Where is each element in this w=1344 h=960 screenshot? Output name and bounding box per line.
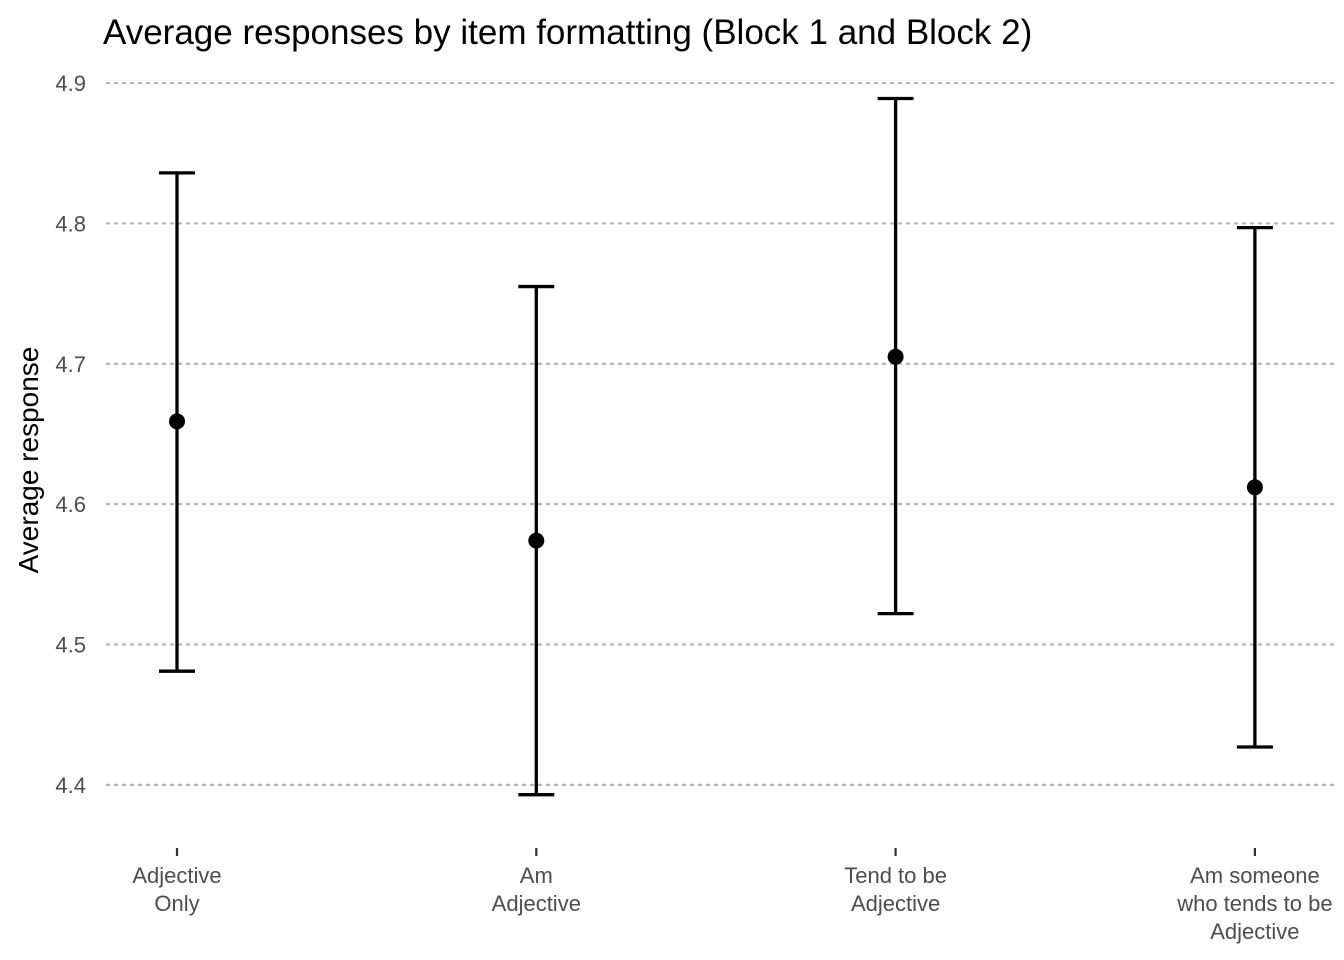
y-tick-label: 4.9 — [55, 71, 86, 96]
x-tick-labels: Adjective Only Am Adjective Tend to be Adject… — [132, 848, 1333, 944]
x-tick-label-line: Tend to be — [844, 863, 947, 888]
y-tick-label: 4.5 — [55, 633, 86, 658]
mean-point — [528, 532, 545, 549]
x-tick-label-line: Only — [154, 891, 199, 916]
x-tick-label: Am someone who tends to be Adjective — [1176, 863, 1332, 944]
x-tick-label-line: who tends to be — [1176, 891, 1332, 916]
y-tick-label: 4.7 — [55, 352, 86, 377]
x-tick-label-line: Adjective — [132, 863, 221, 888]
x-tick-label-line: Am someone — [1190, 863, 1320, 888]
x-tick-label: Am Adjective — [492, 863, 581, 916]
chart-title: Average responses by item formatting (Bl… — [103, 13, 1032, 52]
x-tick-label: Adjective Only — [132, 863, 221, 916]
x-tick-label: Tend to be Adjective — [844, 863, 947, 916]
mean-point — [1246, 479, 1263, 496]
x-tick-label-line: Adjective — [1210, 919, 1299, 944]
gridlines — [105, 81, 1335, 786]
x-tick-label-line: Adjective — [492, 891, 581, 916]
y-axis-label: Average response — [13, 347, 44, 574]
x-tick-label-line: Adjective — [851, 891, 940, 916]
mean-points — [169, 348, 1263, 549]
x-tick-label-line: Am — [520, 863, 553, 888]
error-bars — [159, 96, 1273, 797]
y-tick-labels: 4.4 4.5 4.6 4.7 4.8 4.9 — [55, 71, 86, 798]
mean-point — [169, 413, 185, 430]
y-tick-label: 4.6 — [55, 492, 86, 517]
y-tick-label: 4.8 — [55, 211, 86, 236]
mean-point — [887, 348, 904, 365]
y-tick-label: 4.4 — [55, 773, 86, 798]
